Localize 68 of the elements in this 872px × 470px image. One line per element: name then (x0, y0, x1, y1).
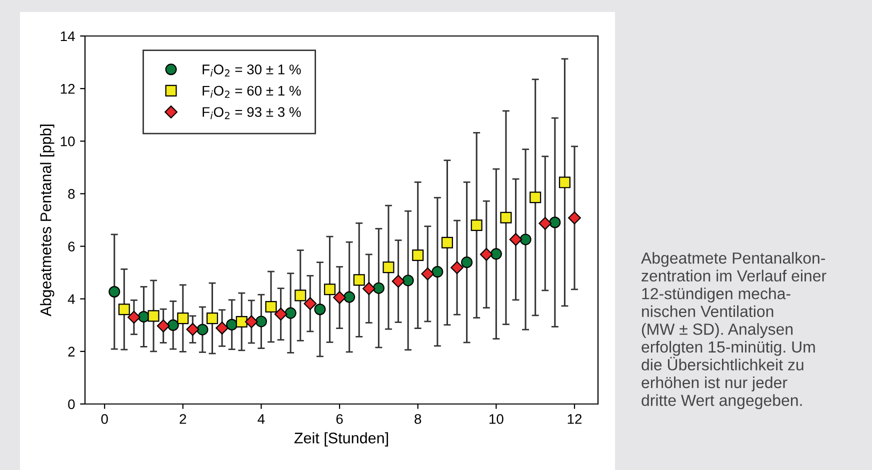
point (216, 322, 229, 334)
y-tick-label: 10 (60, 136, 75, 146)
y-tick-label: 12 (60, 84, 75, 94)
point (128, 310, 140, 324)
point (353, 274, 365, 286)
x-tick-label: 10 (490, 414, 504, 424)
y-tick-label: 14 (60, 31, 75, 42)
point (558, 176, 570, 188)
point (206, 312, 218, 324)
legend-label: F$_{i}$O$_{2}$ = 60 ± 1 % (202, 86, 301, 98)
point (226, 318, 238, 330)
point (255, 316, 267, 328)
x-tick-label: 0 (101, 414, 108, 424)
y-axis-title: Abgeatmetes Pentanal [ppb] (40, 124, 54, 316)
x-tick-label: 4 (258, 414, 265, 424)
x-tick-label: 6 (336, 414, 343, 424)
point (244, 315, 258, 328)
point (520, 234, 532, 246)
point (294, 290, 306, 302)
legend-label: F$_{i}$O$_{2}$ = 93 ± 3 % (202, 107, 301, 120)
point (480, 248, 493, 261)
point (412, 249, 424, 261)
point (148, 310, 160, 322)
point (108, 286, 120, 298)
point (461, 256, 473, 268)
y-tick-label: 2 (68, 346, 75, 356)
point (549, 216, 561, 228)
y-tick-label: 6 (68, 242, 75, 252)
point (470, 219, 482, 232)
point (304, 297, 317, 310)
y-tick-label: 4 (68, 294, 75, 304)
point (509, 233, 522, 246)
point (344, 291, 356, 303)
point (490, 248, 502, 260)
point (538, 216, 552, 230)
point (236, 316, 248, 328)
point (441, 236, 453, 248)
x-tick-label: 8 (414, 414, 422, 424)
point (402, 274, 414, 286)
point (450, 261, 464, 274)
x-tick-label: 12 (568, 414, 582, 424)
point (421, 267, 434, 280)
point (500, 212, 512, 224)
x-axis-title: Zeit [Stunden] (294, 432, 388, 446)
point (432, 266, 444, 278)
x-tick-label: 2 (180, 414, 186, 424)
point (314, 304, 326, 316)
point (265, 300, 277, 313)
text: Abgeatmete Pentanalkon- zentration im Verlauf einer 12-stündigen mecha- nischen Ventilation (MW ± SD). Analysen erfolgten 15-minütig. Um die Übersichtlichkeit zu erhöhen ist nur jeder dritte Wert angegeben. (641, 252, 826, 410)
point (274, 308, 288, 321)
point (324, 284, 336, 296)
point (392, 274, 405, 288)
point (382, 262, 394, 274)
point (568, 211, 581, 224)
point (177, 312, 189, 324)
point (362, 282, 376, 296)
point (118, 304, 130, 316)
point (196, 324, 208, 336)
point (530, 192, 542, 204)
point (186, 322, 200, 336)
point (333, 291, 346, 304)
y-tick-label: 8 (68, 189, 75, 199)
point (372, 282, 384, 294)
legend-label: F$_{i}$O$_{2}$ = 30 ± 1 % (202, 64, 301, 77)
point (156, 319, 170, 332)
point (284, 307, 296, 319)
y-tick-label: 0 (68, 399, 75, 410)
point (167, 319, 179, 331)
